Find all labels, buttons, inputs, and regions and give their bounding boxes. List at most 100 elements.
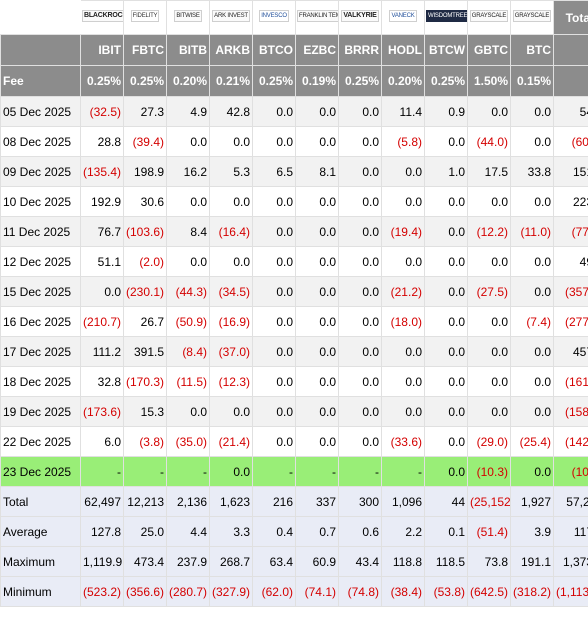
ticker-total-header <box>553 34 588 66</box>
flow-value: 0.0 <box>338 186 382 217</box>
summary-value: (356.6) <box>123 576 167 607</box>
flow-value: (7.4) <box>510 306 554 337</box>
flow-value: (39.4) <box>123 126 167 157</box>
ticker-header: ARKB <box>209 34 253 66</box>
summary-value: (280.7) <box>166 576 210 607</box>
flow-value: 0.0 <box>424 366 468 397</box>
flow-value: 0.9 <box>424 96 468 127</box>
flow-value: 0.0 <box>209 186 253 217</box>
flow-value: 0.0 <box>424 306 468 337</box>
flow-value: 0.0 <box>252 366 296 397</box>
summary-value: 337 <box>295 486 339 517</box>
flow-value: 0.0 <box>381 366 425 397</box>
flow-value: 0.0 <box>424 396 468 427</box>
row-date: 16 Dec 2025 <box>0 306 81 337</box>
summary-value: 1,119.9 <box>80 546 124 577</box>
row-date: 10 Dec 2025 <box>0 186 81 217</box>
summary-total: 117.0 <box>553 516 588 547</box>
flow-value: 0.0 <box>252 306 296 337</box>
flow-value: 0.0 <box>338 366 382 397</box>
row-total: (277.2) <box>553 306 588 337</box>
summary-total: 1,373.8 <box>553 546 588 577</box>
flow-value: 0.0 <box>295 276 339 307</box>
flow-value: 0.0 <box>338 336 382 367</box>
summary-row: Average 127.8 25.0 4.4 3.3 0.4 0.7 0.6 2.2 0.1 (51… <box>0 516 588 547</box>
flow-value: 0.0 <box>424 336 468 367</box>
flow-value: 16.2 <box>166 156 210 187</box>
row-total: 54.8 <box>553 96 588 127</box>
fund-logo-cell: ARK Invest <box>209 0 253 35</box>
row-total: (77.5) <box>553 216 588 247</box>
flow-value: 0.0 <box>338 96 382 127</box>
fee-value: 1.50% <box>467 65 511 97</box>
row-total: (10.3) <box>553 456 588 487</box>
row-date: 19 Dec 2025 <box>0 396 81 427</box>
flow-value: 0.0 <box>467 396 511 427</box>
flow-value: 0.0 <box>424 426 468 457</box>
fee-value: 0.25% <box>252 65 296 97</box>
flow-value: - <box>295 456 339 487</box>
flow-value: 0.0 <box>338 306 382 337</box>
summary-label: Total <box>0 486 81 517</box>
flow-value: 0.0 <box>252 186 296 217</box>
flow-value: 26.7 <box>123 306 167 337</box>
flow-value: (32.5) <box>80 96 124 127</box>
flow-value: 0.0 <box>381 156 425 187</box>
table-row: 23 Dec 2025---0.0----0.0(10.3)0.0(10.3) <box>0 456 588 487</box>
flow-value: 0.0 <box>467 366 511 397</box>
flow-value: (11.0) <box>510 216 554 247</box>
flow-value: 0.0 <box>338 216 382 247</box>
fee-value: 0.25% <box>80 65 124 97</box>
table-row: 16 Dec 2025 (210.7) 26.7 (50.9) (16.9) 0.0 0.0… <box>0 306 588 337</box>
summary-row: Minimum (523.2) (356.6) (280.7) (327.9) (62.0… <box>0 576 588 607</box>
flow-value: 17.5 <box>467 156 511 187</box>
flow-value: 0.0 <box>166 246 210 277</box>
fund-logo-cell: GRAYSCALE <box>467 0 511 35</box>
flow-value: 0.0 <box>424 186 468 217</box>
summary-value: 3.3 <box>209 516 253 547</box>
flow-value: - <box>166 456 210 487</box>
fund-logo: Fidelity <box>130 10 160 22</box>
summary-value: 118.5 <box>424 546 468 577</box>
fee-row: Fee 0.25% 0.25% 0.20% 0.21% 0.25% 0.19% 0.25% 0.… <box>0 65 588 97</box>
flow-value: 0.0 <box>424 276 468 307</box>
fund-logo: GRAYSCALE <box>469 10 509 22</box>
flow-value: 42.8 <box>209 96 253 127</box>
flow-value: (2.0) <box>123 246 167 277</box>
flow-value: 0.0 <box>338 396 382 427</box>
row-total: 457.3 <box>553 336 588 367</box>
flow-value: 0.0 <box>209 396 253 427</box>
flow-value: 0.0 <box>338 156 382 187</box>
summary-value: 0.4 <box>252 516 296 547</box>
ticker-header: IBIT <box>80 34 124 66</box>
summary-value: (318.2) <box>510 576 554 607</box>
summary-value: 0.6 <box>338 516 382 547</box>
fee-total <box>553 65 588 97</box>
summary-value: 237.9 <box>166 546 210 577</box>
flow-value: 0.0 <box>252 96 296 127</box>
summary-value: (642.5) <box>467 576 511 607</box>
flow-value: - <box>123 456 167 487</box>
row-total: (357.6) <box>553 276 588 307</box>
flow-value: 0.0 <box>252 246 296 277</box>
ticker-header: BTCO <box>252 34 296 66</box>
fund-logo-cell: Invesco <box>252 0 296 35</box>
flow-value: 27.3 <box>123 96 167 127</box>
flow-value: 0.0 <box>467 246 511 277</box>
flow-value: (16.4) <box>209 216 253 247</box>
summary-total: 57,236 <box>553 486 588 517</box>
flow-value: 0.0 <box>166 396 210 427</box>
flow-value: (29.0) <box>467 426 511 457</box>
summary-value: 43.4 <box>338 546 382 577</box>
flow-value: 0.0 <box>424 246 468 277</box>
row-date: 09 Dec 2025 <box>0 156 81 187</box>
summary-value: 12,213 <box>123 486 167 517</box>
fee-label: Fee <box>0 65 81 97</box>
flow-value: 0.0 <box>252 396 296 427</box>
flow-value: 0.0 <box>510 336 554 367</box>
flow-value: (50.9) <box>166 306 210 337</box>
flow-value: 15.3 <box>123 396 167 427</box>
summary-value: 191.1 <box>510 546 554 577</box>
flow-value: 0.0 <box>166 186 210 217</box>
